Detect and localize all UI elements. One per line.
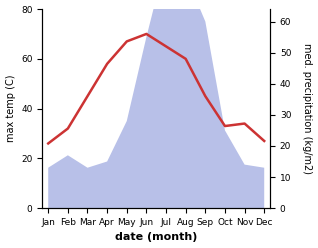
X-axis label: date (month): date (month) bbox=[115, 232, 197, 243]
Y-axis label: med. precipitation (kg/m2): med. precipitation (kg/m2) bbox=[302, 43, 313, 174]
Y-axis label: max temp (C): max temp (C) bbox=[5, 75, 16, 142]
